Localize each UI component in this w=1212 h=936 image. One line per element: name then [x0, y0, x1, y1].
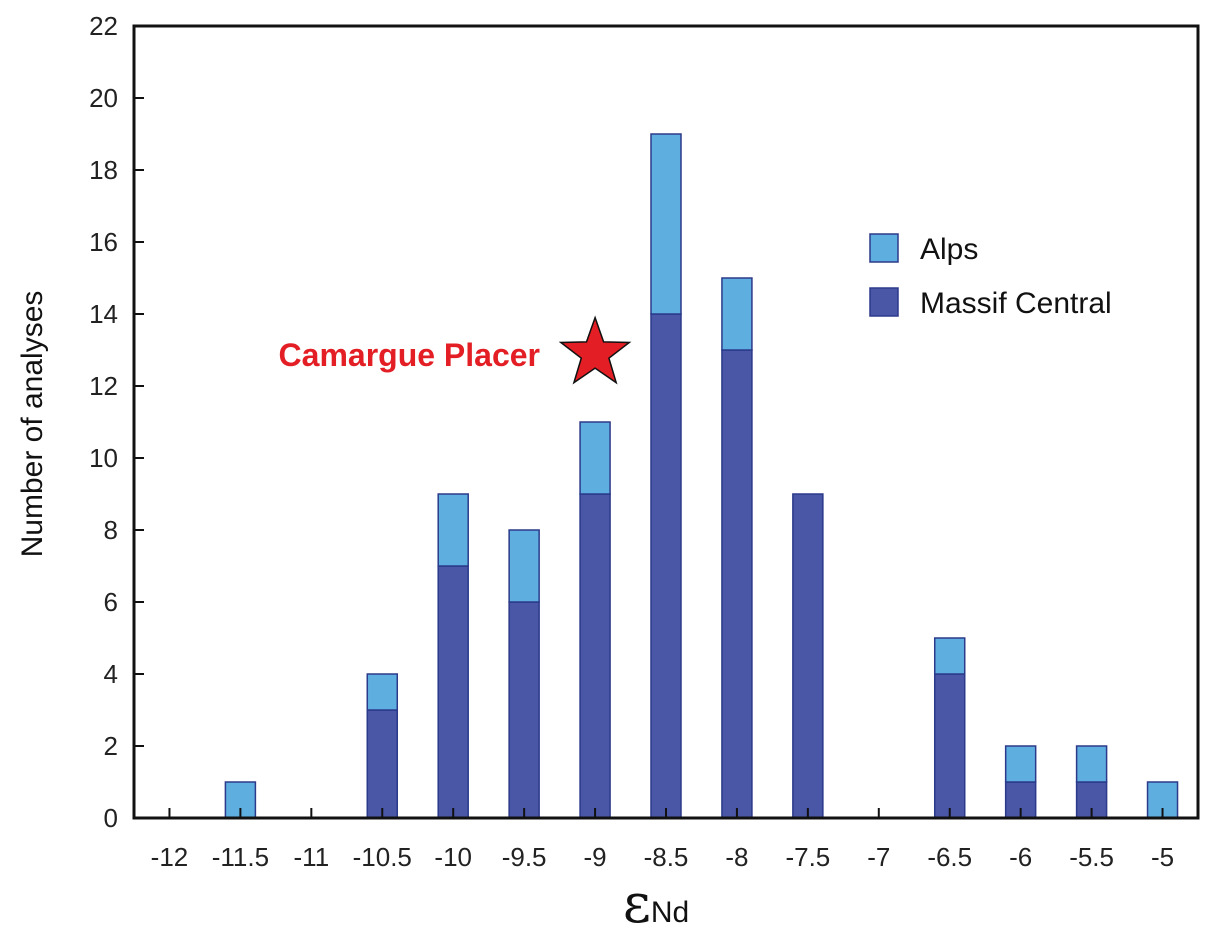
bar-massif-central	[933, 673, 966, 819]
x-tick-label: -6	[1009, 842, 1032, 872]
x-tick-label: -7.5	[785, 842, 830, 872]
x-axis-label: εNd	[623, 872, 689, 935]
legend-label: Alps	[920, 233, 978, 266]
y-tick-label: 18	[89, 155, 118, 185]
x-tick-label: -10.5	[353, 842, 412, 872]
y-axis: 0 2 4 6 8 10 12 14 16 18 20 22	[89, 11, 144, 833]
x-axis-label-symbol: ε	[623, 872, 651, 935]
bar-alps	[437, 493, 469, 567]
bars-layer	[224, 133, 1179, 819]
x-tick-label: -5.5	[1069, 842, 1114, 872]
x-tick-label: -11	[294, 842, 330, 872]
x-axis: -12 -11.5 -11 -10.5 -10 -9.5 -9 -8.5 -8 -7.5 -7 -6.…	[151, 808, 1174, 872]
bar-massif-central	[792, 493, 824, 819]
bar-massif-central	[366, 709, 399, 819]
y-tick-label: 10	[89, 443, 118, 473]
x-tick-label: -10	[434, 842, 472, 872]
legend-swatch	[869, 233, 899, 263]
x-tick-label: -12	[151, 842, 189, 872]
x-tick-label: -9	[584, 842, 607, 872]
bar-alps	[933, 637, 966, 675]
bar-massif-central	[437, 565, 469, 819]
y-tick-label: 6	[104, 587, 118, 617]
annotation-label: Camargue Placer	[279, 337, 540, 373]
x-tick-label: -9.5	[502, 842, 547, 872]
legend: Alps Massif Central	[869, 233, 1112, 320]
y-tick-label: 0	[104, 803, 118, 833]
x-axis-label-subscript: Nd	[651, 896, 689, 929]
x-tick-label: -8	[725, 842, 748, 872]
bar-massif-central	[508, 601, 540, 819]
y-tick-label: 8	[104, 515, 118, 545]
bar-alps	[366, 673, 399, 711]
bar-massif-central	[579, 493, 611, 819]
bar-alps	[579, 421, 611, 495]
y-tick-label: 16	[89, 227, 118, 257]
y-tick-label: 22	[89, 11, 118, 41]
bar-alps	[721, 277, 753, 351]
x-tick-label: -11.5	[212, 842, 269, 872]
x-tick-label: -8.5	[644, 842, 689, 872]
y-tick-label: 2	[104, 731, 118, 761]
bar-alps	[508, 529, 540, 603]
bar-alps	[1004, 745, 1037, 783]
bar-massif-central	[721, 349, 753, 819]
x-tick-label: -6.5	[927, 842, 972, 872]
star-icon	[558, 315, 632, 385]
y-tick-label: 4	[104, 659, 118, 689]
bar-alps	[1075, 745, 1108, 783]
x-tick-label: -7	[867, 842, 890, 872]
bar-alps	[650, 133, 682, 315]
y-tick-label: 20	[89, 83, 118, 113]
legend-swatch	[869, 287, 899, 317]
y-tick-label: 14	[89, 299, 118, 329]
y-axis-label: Number of analyses	[16, 291, 49, 558]
legend-label: Massif Central	[920, 287, 1112, 320]
x-tick-label: -5	[1151, 842, 1174, 872]
bar-massif-central	[650, 313, 682, 819]
y-tick-label: 12	[89, 371, 118, 401]
